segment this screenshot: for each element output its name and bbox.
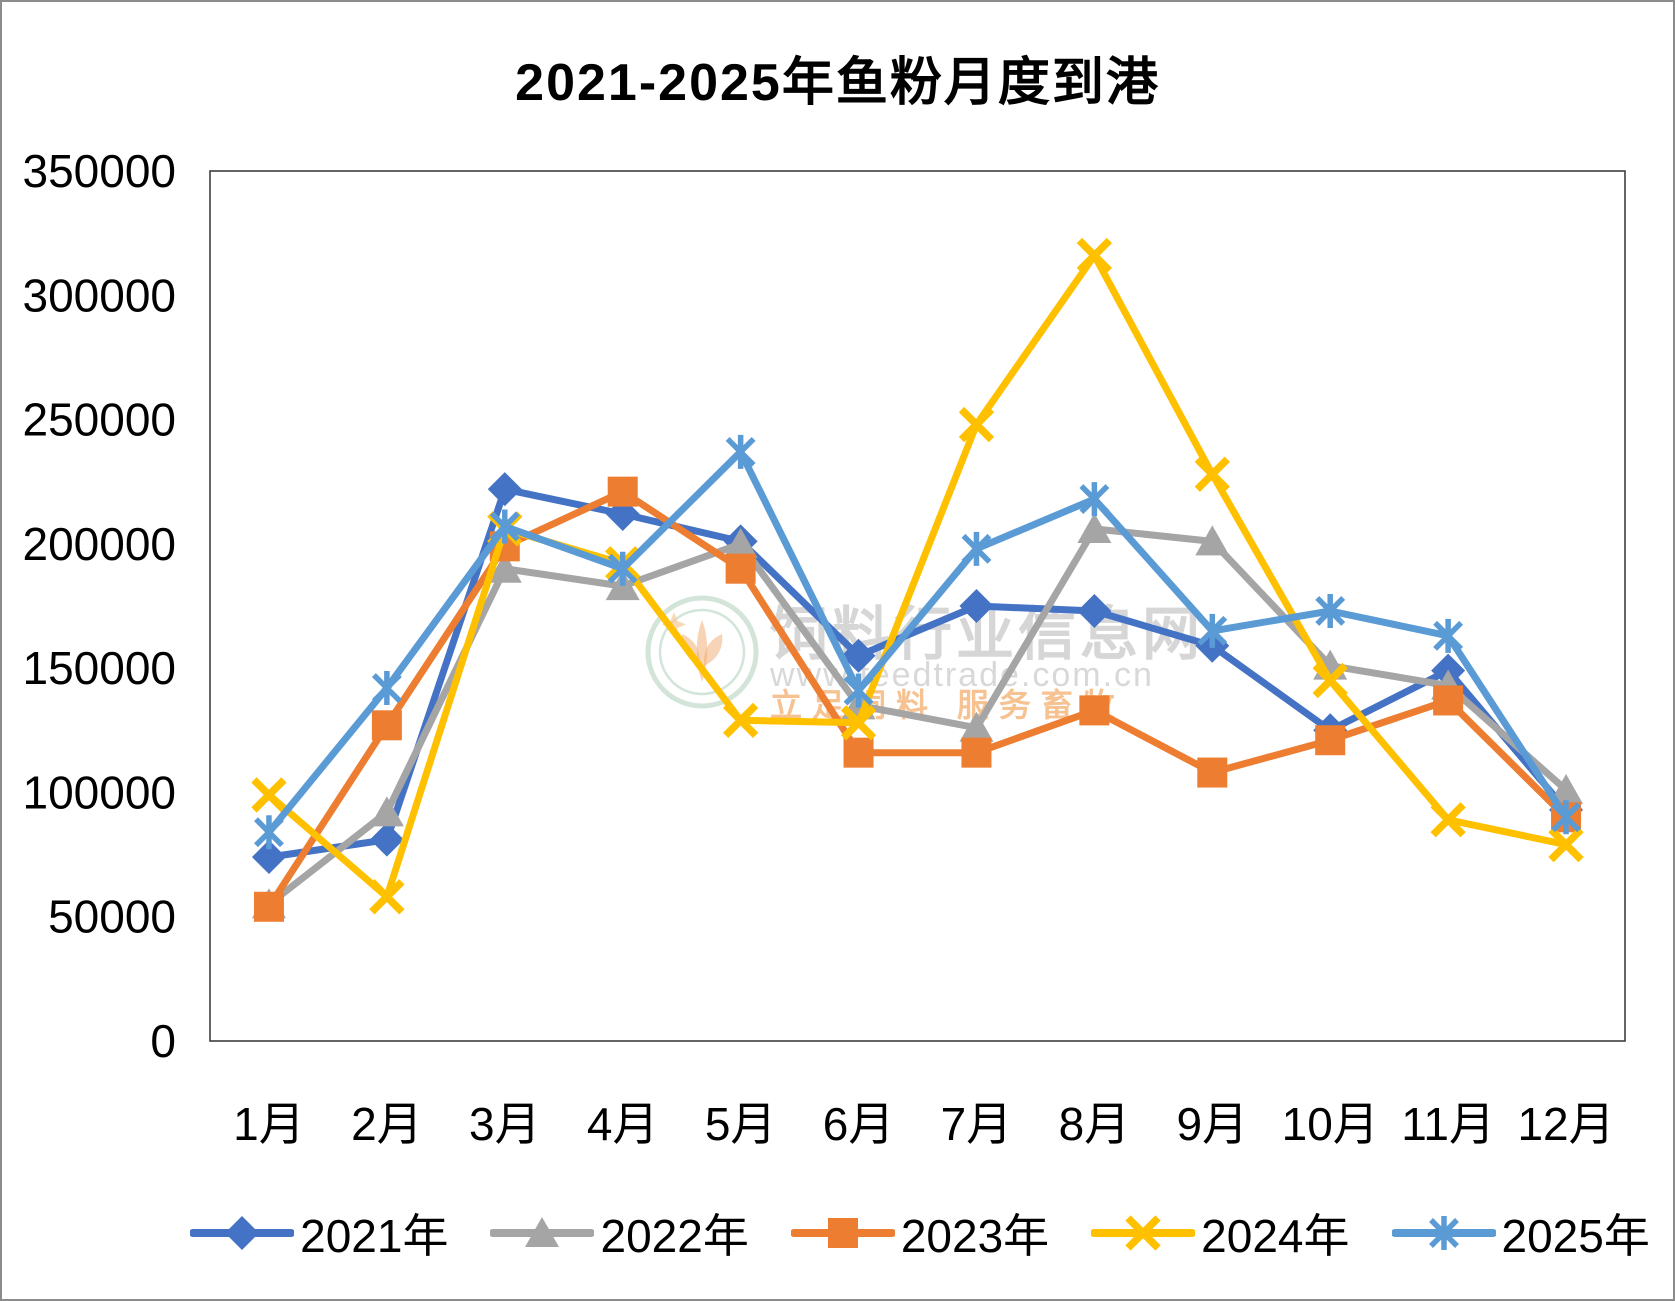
triangle-marker-icon	[723, 527, 758, 558]
asterisk-marker-icon	[1079, 482, 1110, 517]
legend-label: 2025年	[1501, 1210, 1650, 1262]
x-marker-icon	[251, 777, 287, 813]
diamond-marker-icon	[369, 822, 404, 857]
x-marker-icon	[369, 879, 405, 915]
asterisk-marker-icon	[1315, 593, 1346, 628]
x-marker-icon	[1430, 802, 1466, 838]
y-axis-label: 200000	[23, 518, 177, 570]
square-marker-icon	[253, 891, 284, 922]
square-marker-icon	[843, 737, 874, 768]
x-marker-icon	[1194, 456, 1230, 492]
plot-border	[209, 170, 1626, 1042]
diamond-marker-icon	[251, 840, 286, 875]
legend-marker-icon	[1391, 1216, 1496, 1250]
legend-item-2025年: 2025年	[1391, 1200, 1650, 1266]
x-axis-label: 5月	[705, 1098, 777, 1150]
triangle-marker-icon	[487, 552, 522, 583]
x-axis-label: 1月	[233, 1098, 305, 1150]
square-marker-icon	[961, 737, 992, 768]
diamond-marker-icon	[225, 1216, 260, 1250]
x-axis-label: 2月	[351, 1098, 423, 1150]
legend-item-2021年: 2021年	[190, 1200, 448, 1266]
legend-item-2024年: 2024年	[1091, 1200, 1350, 1266]
x-axis-label: 12月	[1517, 1098, 1614, 1150]
series-line	[265, 448, 1570, 836]
triangle-marker-icon	[959, 711, 994, 742]
legend-label: 2024年	[1201, 1210, 1350, 1262]
x-marker-icon	[840, 705, 877, 741]
legend-label: 2021年	[300, 1210, 449, 1262]
x-marker-icon	[958, 406, 995, 443]
x-marker-icon	[1076, 237, 1113, 274]
x-axis-label: 10月	[1282, 1098, 1379, 1150]
asterisk-marker-icon	[607, 551, 638, 586]
triangle-marker-icon	[1195, 525, 1230, 556]
asterisk-marker-icon	[254, 815, 284, 850]
diamond-marker-icon	[1077, 593, 1112, 628]
square-marker-icon	[371, 710, 402, 741]
x-axis-label: 3月	[469, 1098, 541, 1150]
legend-item-2022年: 2022年	[490, 1200, 749, 1266]
series-2025年	[254, 434, 1581, 850]
square-marker-icon	[827, 1218, 858, 1248]
x-marker-icon	[1125, 1215, 1161, 1251]
triangle-marker-icon	[369, 796, 404, 827]
square-marker-icon	[607, 476, 638, 507]
asterisk-marker-icon	[961, 531, 992, 566]
y-axis-label: 250000	[23, 394, 177, 446]
square-marker-icon	[1079, 695, 1110, 726]
asterisk-marker-icon	[725, 434, 756, 469]
triangle-marker-icon	[1549, 773, 1584, 804]
square-marker-icon	[725, 553, 756, 584]
x-axis-label: 9月	[1176, 1098, 1248, 1150]
x-axis-label: 8月	[1059, 1098, 1131, 1150]
series-line	[265, 488, 1570, 911]
square-marker-icon	[1315, 725, 1346, 756]
x-marker-icon	[1312, 662, 1348, 699]
series-line	[265, 252, 1570, 901]
square-marker-icon	[1197, 757, 1228, 788]
y-axis-label: 150000	[23, 642, 177, 694]
x-marker-icon	[722, 702, 759, 738]
asterisk-marker-icon	[1428, 1216, 1459, 1250]
y-axis-label: 100000	[23, 766, 177, 818]
legend-label: 2022年	[600, 1210, 749, 1262]
diamond-marker-icon	[487, 472, 522, 507]
asterisk-marker-icon	[489, 509, 520, 544]
asterisk-marker-icon	[1551, 800, 1581, 835]
x-axis-label: 6月	[823, 1098, 895, 1150]
x-axis-label: 4月	[587, 1098, 659, 1150]
watermark-sparkle-icon	[662, 612, 686, 637]
legend-label: 2023年	[900, 1210, 1050, 1262]
chart-legend: 2021年 2022年 2023年 2024年 2025年	[190, 1198, 1650, 1268]
asterisk-marker-icon	[843, 673, 874, 708]
diamond-marker-icon	[959, 589, 994, 623]
asterisk-marker-icon	[1433, 618, 1464, 653]
y-axis-label: 300000	[23, 269, 177, 321]
x-marker-icon	[1548, 826, 1584, 863]
series-2024年	[251, 237, 1584, 915]
y-axis-label: 350000	[23, 145, 177, 197]
legend-marker-icon	[190, 1216, 295, 1250]
chart-title: 2021-2025年鱼粉月度到港	[515, 54, 1160, 112]
series-line	[265, 525, 1570, 908]
asterisk-marker-icon	[371, 671, 402, 706]
legend-marker-icon	[1091, 1215, 1196, 1251]
x-axis-label: 11月	[1401, 1098, 1495, 1150]
x-axis-label: 7月	[941, 1098, 1013, 1150]
y-axis-label: 0	[150, 1015, 176, 1067]
diamond-marker-icon	[841, 638, 876, 673]
triangle-marker-icon	[1077, 512, 1112, 543]
asterisk-marker-icon	[1197, 613, 1228, 648]
y-axis-label: 50000	[48, 891, 176, 943]
triangle-marker-icon	[525, 1217, 560, 1247]
square-marker-icon	[1433, 685, 1464, 716]
legend-item-2023年: 2023年	[790, 1200, 1050, 1266]
legend-marker-icon	[490, 1217, 595, 1247]
legend-marker-icon	[790, 1218, 895, 1248]
